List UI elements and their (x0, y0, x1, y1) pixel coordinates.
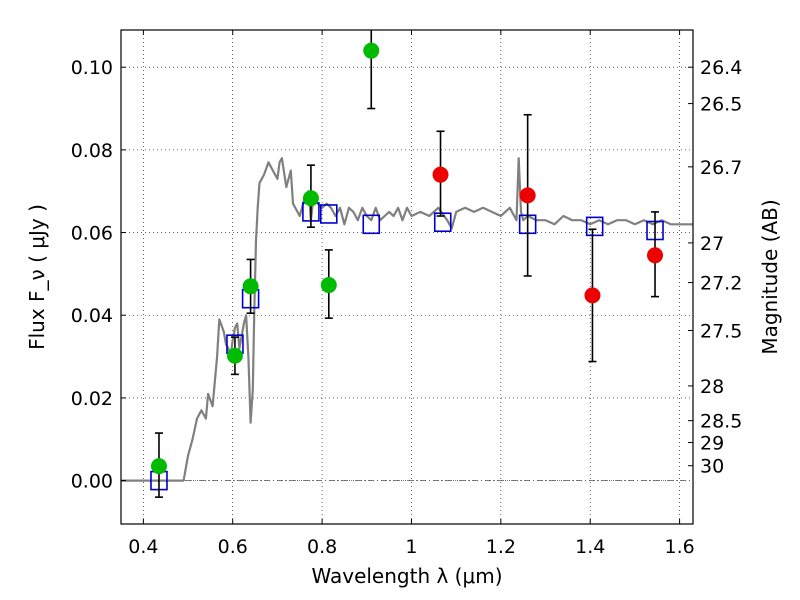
right-tick-label: 26.4 (700, 57, 742, 79)
model-photometry-square (585, 216, 604, 237)
y-tick-label: 0.00 (71, 471, 113, 493)
right-tick-label: 30 (700, 456, 724, 478)
y-tick-label: 0.02 (71, 388, 113, 410)
model-photometry-square (433, 212, 452, 233)
x-tick-label: 1.4 (575, 536, 605, 558)
x-axis-label: Wavelength λ (μm) (311, 564, 502, 588)
observed-data-point (647, 247, 664, 264)
x-tick-label: 0.8 (307, 536, 337, 558)
model-photometry-square (319, 204, 338, 224)
observed-data-point (320, 277, 337, 294)
right-tick-label: 28 (700, 376, 724, 398)
observed-data-point (242, 278, 259, 295)
model-spectrum-line (121, 157, 693, 482)
plot-content (121, 30, 693, 498)
observed-data-point (302, 190, 319, 207)
y-tick-label: 0.04 (71, 305, 113, 327)
observed-data-point (584, 287, 601, 304)
right-tick-label: 26.7 (700, 157, 742, 179)
observed-data-point (150, 458, 167, 475)
x-tick-label: 1 (405, 536, 417, 558)
observed-data-point (519, 187, 536, 204)
right-axis-label: Magnitude (AB) (758, 199, 782, 354)
right-tick-label: 27.2 (700, 273, 742, 295)
right-tick-label: 27.5 (700, 321, 742, 343)
x-tick-label: 0.4 (128, 536, 158, 558)
x-tick-label: 1.6 (664, 536, 694, 558)
observed-data-point (432, 166, 449, 183)
observed-data-point (363, 42, 380, 59)
model-photometry-square (362, 214, 381, 235)
x-tick-label: 1.2 (486, 536, 516, 558)
y-tick-label: 0.06 (71, 223, 113, 245)
right-tick-label: 29 (700, 433, 724, 455)
right-tick-label: 26.5 (700, 94, 742, 116)
grid (121, 30, 693, 524)
y-axis-label: Flux F_ν ( μJy ) (25, 204, 49, 350)
right-tick-label: 27 (700, 233, 724, 255)
axes-frame (120, 29, 694, 525)
y-tick-label: 0.10 (71, 57, 113, 79)
right-tick-label: 28.5 (700, 411, 742, 433)
y-tick-label: 0.08 (71, 140, 113, 162)
observed-data-point (226, 347, 243, 364)
ticks: 0.4 0.6 0.8 1 1.2 1.4 1.6 0.00 0.02 0.04 0.06 0.08 0… (71, 30, 742, 558)
x-tick-label: 0.6 (218, 536, 248, 558)
